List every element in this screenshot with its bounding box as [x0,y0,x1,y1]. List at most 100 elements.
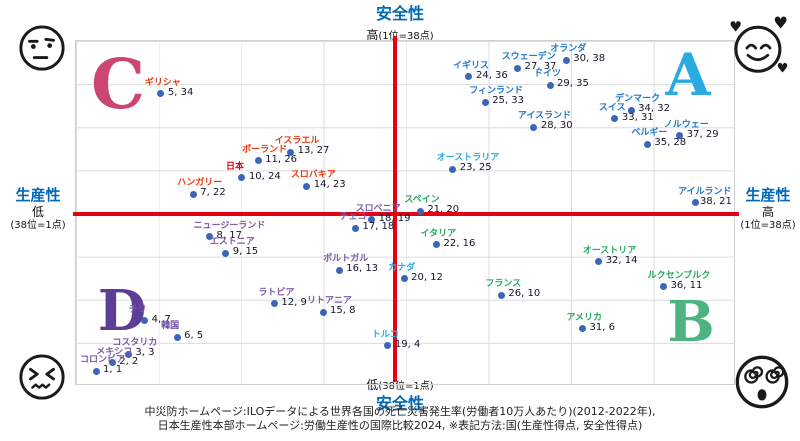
country-label: チェコ [339,212,367,223]
country-score: 2, 2 [119,355,139,367]
country-score: 15, 8 [330,305,356,317]
country-score: 6, 5 [184,330,204,342]
dizzy-face-icon [734,354,790,414]
country-score: 10, 24 [248,170,281,182]
horizontal-axis-line [73,212,739,216]
country-score: 11, 26 [265,153,297,165]
svg-text:♥: ♥ [773,14,788,32]
axis-label-right: 生産性 高 (1位=38点) [738,186,798,232]
country-dot [108,359,116,367]
source-note-line1: 中災防ホームページ:ILOデータによる世界各国の死亡災害発生率(労働者10万人あ… [144,405,656,418]
country-label: スロベニア [355,203,401,214]
country-dot [124,350,132,358]
country-score: 33, 31 [621,111,654,123]
country-score: 7, 22 [200,187,226,199]
axis-title-safety-top: 安全性 [375,4,424,23]
country-dot [287,148,295,156]
country-label: コロンビア [80,355,126,365]
country-score: 28, 30 [540,120,573,132]
quadrant-letter-c: C [90,45,146,125]
country-dot [270,300,278,308]
country-dot [627,106,635,114]
country-score: 29, 35 [557,78,589,90]
country-label: エストニア [209,237,255,248]
country-score: 12, 9 [281,296,307,308]
country-label: ハンガリー [177,178,223,189]
axis-range-left: (38位=1点) [10,219,66,231]
axis-title-productivity-right: 生産性 [745,186,791,204]
country-dot [562,56,570,64]
country-label: カナダ [388,262,416,273]
country-dot [465,73,473,81]
country-dot [578,325,586,333]
country-dot [189,190,197,198]
country-label: イスラエル [274,136,320,147]
country-score: 32, 14 [605,254,638,266]
vertical-axis-line [393,36,397,382]
country-label: ポルトガル [323,254,369,265]
country-dot [384,342,392,350]
country-dot [481,98,489,106]
country-dot [433,241,441,249]
country-dot [222,249,230,257]
country-dot [254,157,262,165]
quadrant-letter-b: B [667,289,715,355]
country-label: オランダ [550,44,587,54]
axis-label-top: 安全性 高(1位=38点) [320,4,480,44]
country-score: 24, 36 [475,69,508,81]
country-score: 16, 13 [346,263,379,275]
country-dot [368,216,376,224]
country-label: ポーランド [242,144,288,155]
country-dot [546,81,554,89]
country-score: 22, 16 [443,237,476,249]
country-label: スイス [598,102,626,113]
country-score: 34, 32 [638,103,670,115]
country-score: 3, 3 [135,347,155,359]
country-score: 13, 27 [297,145,330,157]
country-score: 19, 4 [394,338,421,350]
country-dot [319,308,327,316]
country-label: イギリス [452,60,489,71]
country-label: ラトビア [258,287,295,298]
country-score: 9, 15 [232,246,259,258]
country-dot [173,333,181,341]
country-dot [676,132,684,140]
country-score: 36, 11 [670,279,703,291]
country-label: ニュージーランド [193,220,266,231]
country-score: 4, 7 [151,313,171,325]
country-label: メキシコ [96,346,133,357]
quadrant-letter-a: A [665,41,711,109]
svg-text:♥: ♥ [777,61,789,76]
country-label: イタリア [420,228,457,239]
country-dot [416,207,424,215]
source-note-line2: 日本生産性本部ホームページ:労働生産性の国際比較2024, ※表記方法:国(生産… [157,419,643,433]
axis-level-high: 高 [366,28,379,42]
country-score: 21, 20 [427,204,460,216]
country-dot [303,182,311,190]
country-label: トルコ [371,329,399,340]
country-label: スウェーデン [501,52,556,63]
country-label: アイルランド [678,186,732,197]
country-score: 14, 23 [313,179,346,191]
country-dot [238,174,246,182]
country-label: アメリカ [566,312,603,323]
country-score: 35, 28 [654,137,687,149]
country-score: 18, 19 [378,212,411,224]
country-score: 20, 12 [411,271,443,283]
country-label: スロバキア [290,170,336,181]
country-label: スペイン [404,195,440,206]
country-dot [692,199,700,207]
country-label: フランス [485,279,522,290]
country-score: 17, 18 [362,221,395,233]
country-dot [141,317,149,325]
country-score: 30, 38 [573,53,606,64]
country-score: 38, 21 [700,195,732,207]
country-score: 26, 10 [508,288,541,300]
country-label: 韓国 [161,321,180,332]
country-score: 37, 29 [686,128,719,140]
country-dot [351,224,359,232]
quadrant-letter-d: D [97,278,147,344]
country-score: 25, 33 [492,95,524,107]
country-label: フィンランド [469,86,524,97]
country-label: ギリシャ [144,77,181,88]
